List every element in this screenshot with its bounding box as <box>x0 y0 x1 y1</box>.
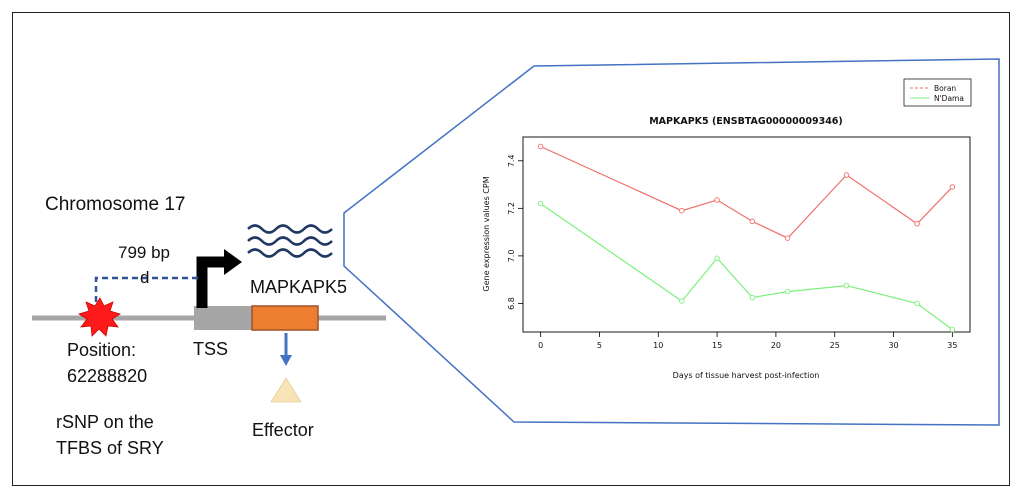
chart-series-group <box>537 143 956 333</box>
data-point <box>914 221 920 227</box>
y-axis-label: Gene expression values CPM <box>482 176 491 291</box>
data-point <box>679 207 685 214</box>
y-axis: 6.8 7.0 7.2 7.4 <box>507 154 523 310</box>
gene-body <box>251 305 319 331</box>
chromosome-label: Chromosome 17 <box>45 194 185 215</box>
x-tick-label: 25 <box>830 341 840 350</box>
data-point <box>843 172 850 178</box>
x-tick-label: 0 <box>538 341 543 350</box>
chart-callout-panel <box>343 58 1000 426</box>
chart-title: MAPKAPK5 (ENSBTAG00000009346) <box>649 116 843 127</box>
legend-entry-label: Boran <box>934 84 956 93</box>
distance-symbol: d <box>140 268 149 287</box>
position-label-line2: 62288820 <box>67 366 147 386</box>
tss-label: TSS <box>193 339 228 359</box>
tss-arrow-icon <box>196 256 226 308</box>
y-tick-label: 6.8 <box>507 297 516 310</box>
data-point <box>537 200 544 207</box>
mrna-wave-icon <box>247 224 333 258</box>
effector-label: Effector <box>252 420 314 440</box>
x-tick-label: 20 <box>771 341 781 350</box>
data-point <box>843 282 850 289</box>
gene-label: MAPKAPK5 <box>250 277 347 297</box>
x-axis: 0 5 10 15 20 25 30 35 <box>538 332 957 350</box>
position-label-line1: Position: <box>67 340 136 360</box>
data-point <box>537 143 544 150</box>
data-point <box>679 298 685 304</box>
x-tick-label: 30 <box>888 341 898 350</box>
data-point <box>784 235 791 241</box>
y-tick-label: 7.4 <box>507 154 516 167</box>
distance-label: 799 bp <box>118 243 170 262</box>
x-axis-label: Days of tissue harvest post-infection <box>673 371 820 380</box>
data-point <box>714 255 720 262</box>
chart-plot-frame <box>522 136 971 333</box>
data-point <box>749 218 756 225</box>
y-tick-label: 7.2 <box>507 202 516 215</box>
series-line-1 <box>540 203 953 331</box>
expression-line-chart: MAPKAPK5 (ENSBTAG00000009346) 0 5 10 15 20 25… <box>482 78 972 380</box>
data-point <box>714 197 720 203</box>
x-tick-label: 10 <box>653 341 663 350</box>
legend-entry-label: N'Dama <box>934 94 964 103</box>
rsnp-label-line1: rSNP on the <box>56 412 154 432</box>
tss-arrowhead-icon <box>224 249 242 275</box>
x-tick-label: 5 <box>597 341 602 350</box>
data-point <box>749 294 756 301</box>
x-tick-label: 35 <box>947 341 957 350</box>
y-tick-label: 7.0 <box>507 250 516 263</box>
effector-arrowhead-icon <box>280 355 292 366</box>
rsnp-label-line2: TFBS of SRY <box>56 438 164 458</box>
data-point <box>914 300 920 307</box>
data-point <box>784 288 791 295</box>
series-line-0 <box>540 145 953 239</box>
figure-frame <box>12 12 1010 486</box>
tss-block <box>194 306 254 330</box>
snp-burst-icon <box>78 297 121 337</box>
x-tick-label: 15 <box>712 341 722 350</box>
distance-dashed-line <box>94 276 198 312</box>
legend-box <box>903 78 972 107</box>
data-point <box>949 326 956 333</box>
data-point <box>949 184 956 190</box>
effector-triangle-icon <box>270 377 302 403</box>
